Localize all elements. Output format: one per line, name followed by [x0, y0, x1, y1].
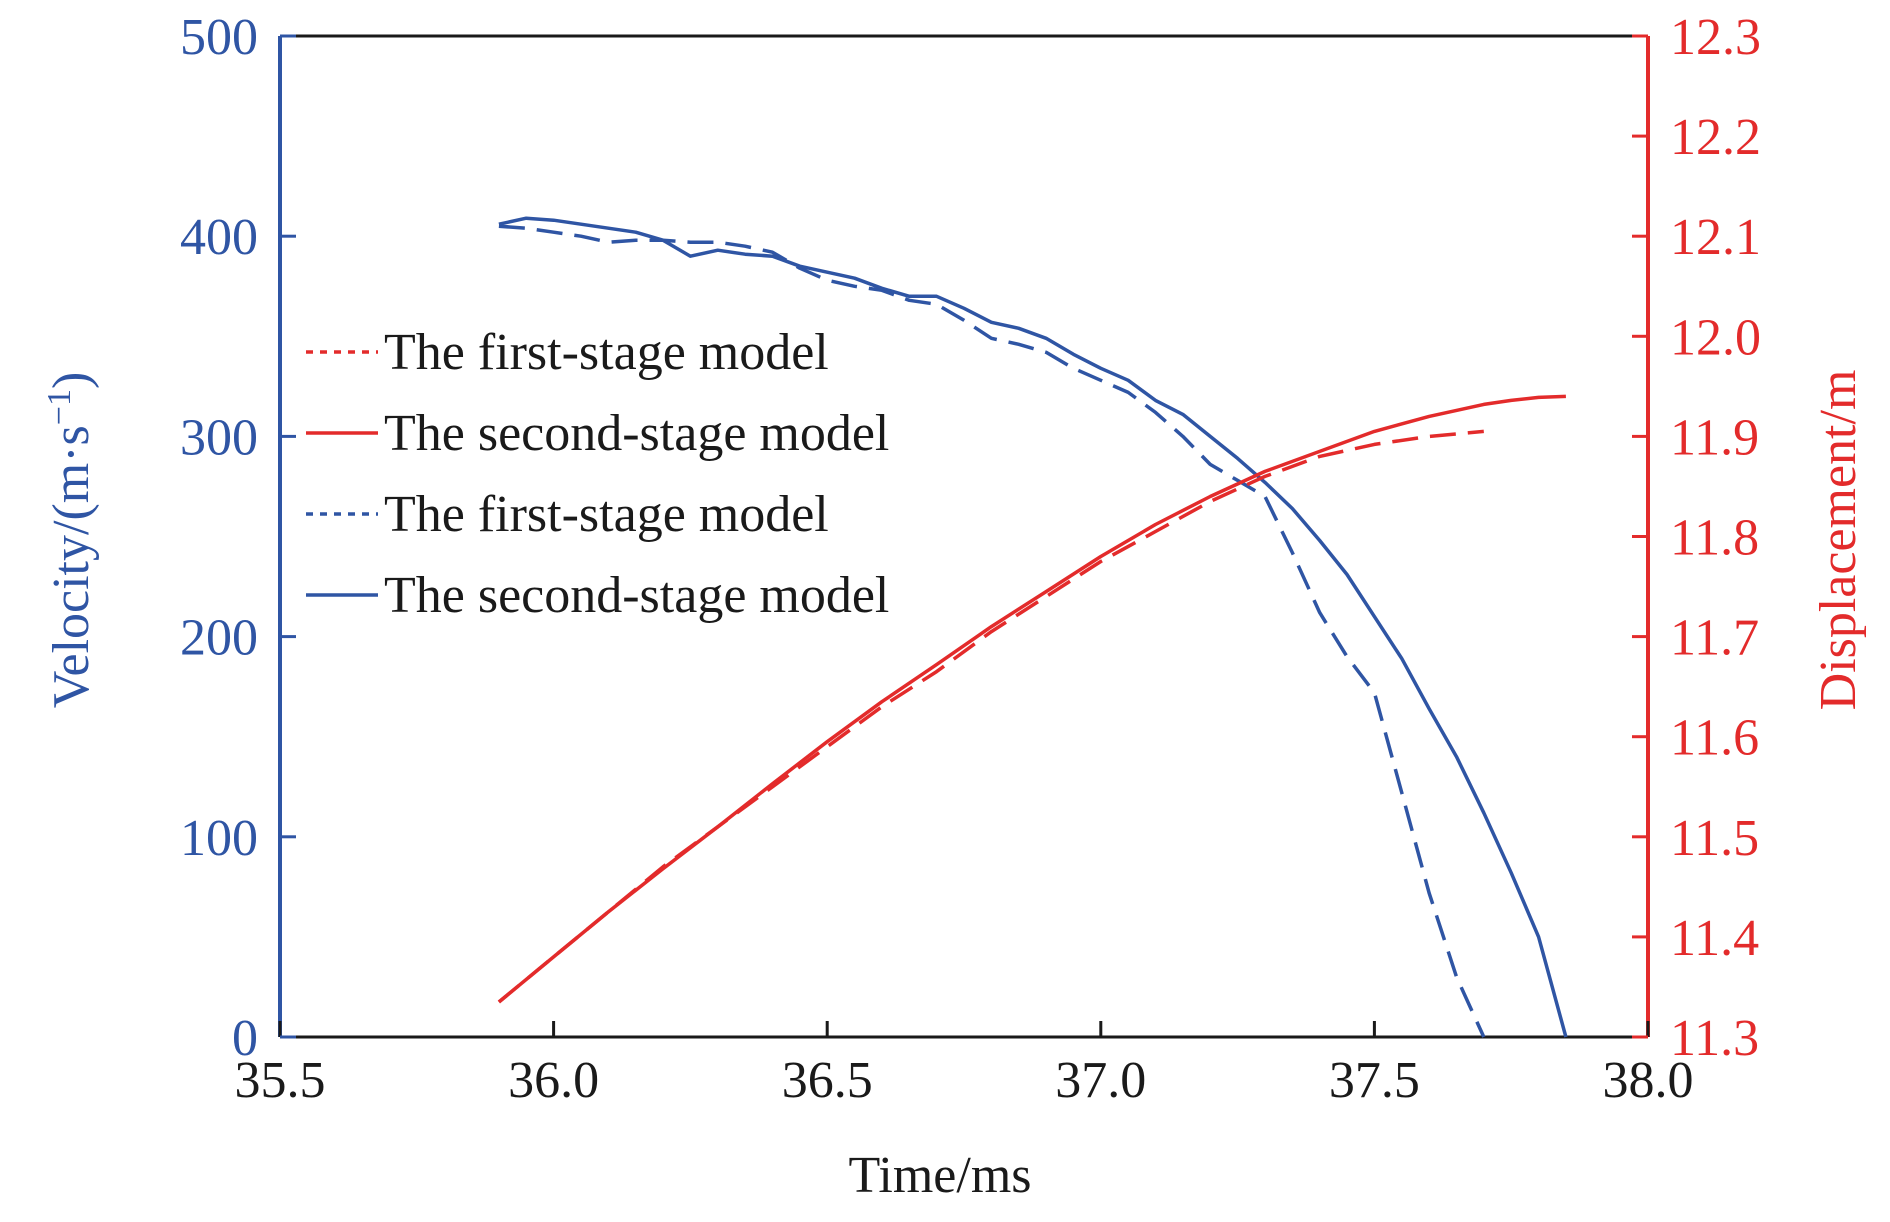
y-right-tick-label: 12.3 [1670, 9, 1761, 66]
x-tick-label: 38.0 [1603, 1052, 1694, 1109]
y-left-tick-label: 100 [180, 810, 258, 867]
y-left-axis-title-sup: −1 [41, 389, 78, 425]
y-right-tick-label: 12.2 [1670, 109, 1761, 166]
y-left-axis-title-close: ) [43, 372, 100, 389]
ticks: 35.5 36.0 36.5 37.0 37.5 38.0 0 100 200 300 400 500… [180, 9, 1761, 1109]
x-tick-label: 37.0 [1055, 1052, 1146, 1109]
series-lines [497, 216, 1568, 1038]
velocity-second-stage-line [498, 216, 1568, 1038]
y-left-tick-label: 500 [180, 9, 258, 66]
y-left-axis-title-main: Velocity/(m·s [43, 425, 100, 708]
legend: The first-stage model The second-stage mo… [306, 324, 889, 624]
x-tick-label: 36.0 [508, 1052, 599, 1109]
y-right-tick-label: 12.1 [1670, 209, 1761, 266]
legend-label: The first-stage model [384, 324, 829, 381]
y-left-tick-label: 0 [232, 1010, 258, 1067]
x-axis-title: Time/ms [848, 1147, 1031, 1204]
legend-label: The first-stage model [384, 486, 829, 543]
y-right-tick-label: 11.6 [1670, 710, 1759, 767]
y-left-axis-title: Velocity/(m·s−1) [41, 372, 101, 709]
y-right-tick-label: 12.0 [1670, 309, 1761, 366]
y-right-tick-label: 11.5 [1670, 810, 1759, 867]
x-tick-label: 35.5 [235, 1052, 326, 1109]
y-right-tick-label: 11.8 [1670, 510, 1759, 567]
y-right-axis-title: Displacement/m [1810, 370, 1867, 711]
legend-label: The second-stage model [384, 567, 889, 624]
displacement-second-stage-line [497, 394, 1566, 1004]
y-left-tick-label: 200 [180, 610, 258, 667]
y-left-tick-label: 400 [180, 209, 258, 266]
x-tick-label: 37.5 [1329, 1052, 1420, 1109]
y-right-tick-label: 11.3 [1670, 1010, 1759, 1067]
y-right-tick-label: 11.4 [1670, 910, 1759, 967]
legend-label: The second-stage model [384, 405, 889, 462]
y-right-tick-label: 11.7 [1670, 610, 1759, 667]
x-tick-label: 36.5 [782, 1052, 873, 1109]
y-left-tick-label: 300 [180, 409, 258, 466]
y-right-tick-label: 11.9 [1670, 409, 1759, 466]
